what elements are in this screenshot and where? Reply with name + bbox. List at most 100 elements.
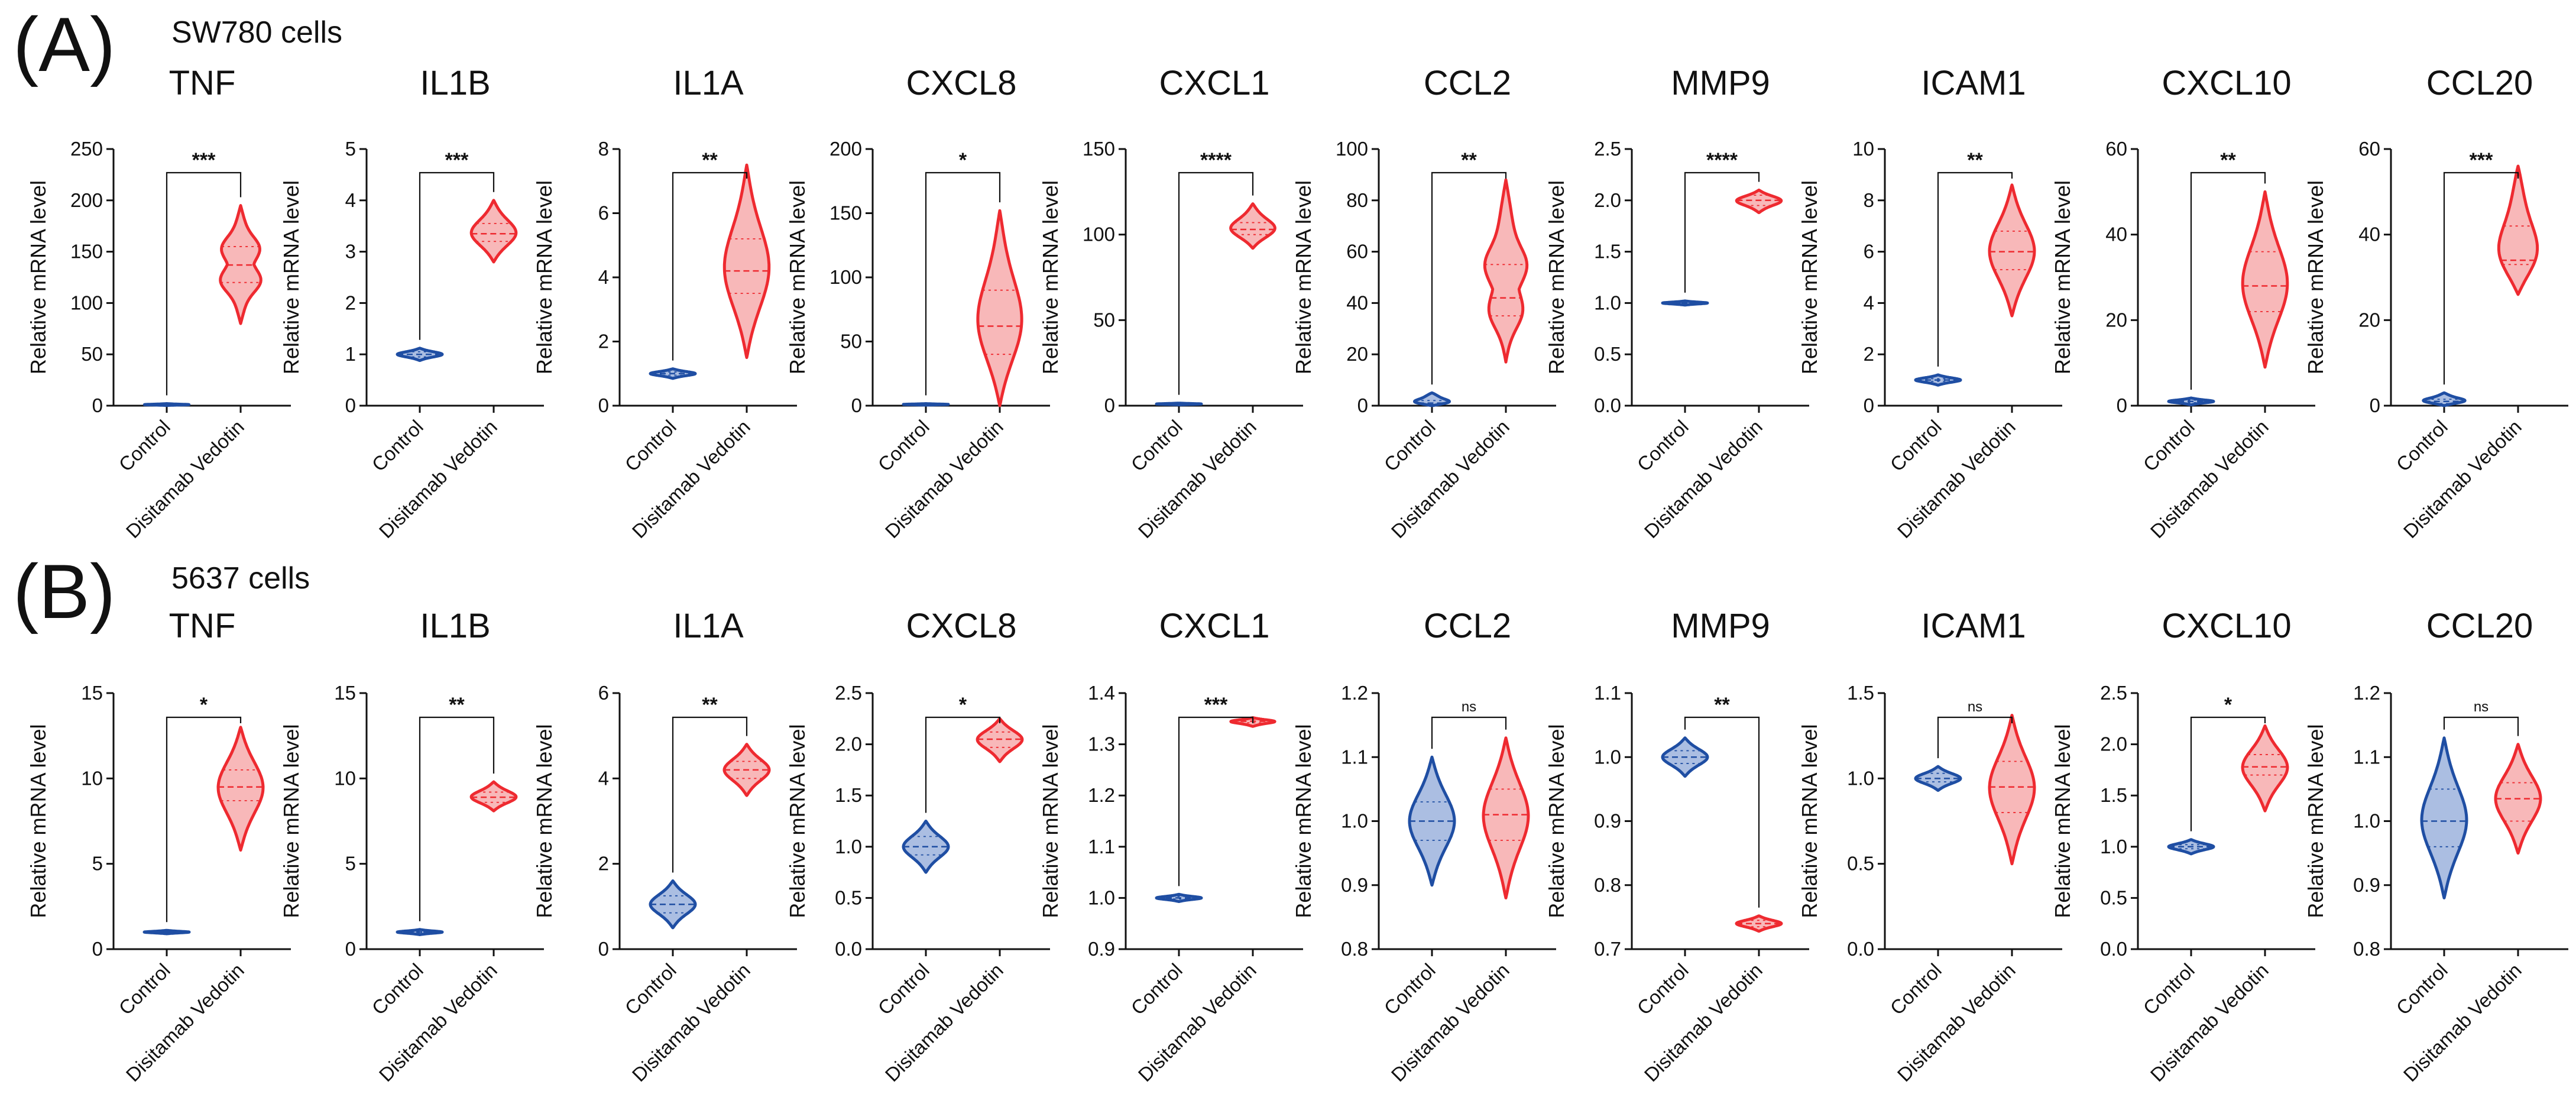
y-tick-label: 1.1 [1088,836,1115,857]
significance-label: * [959,694,967,716]
violin-treated [2241,724,2289,813]
significance-bracket [672,171,748,361]
x-tick-label: Control [1886,416,1946,475]
y-tick-label: 2.0 [835,733,862,755]
chart-title: ICAM1 [1921,607,2026,645]
y-axis-label: Relative mRNA level [279,724,303,918]
chart-ccl2: CCL2 Relative mRNA level 0.8 0.9 1.0 1.1 1.2 Co… [1291,607,1556,1086]
y-tick-label: 0.5 [1594,343,1621,365]
y-axis-label: Relative mRNA level [1797,724,1822,918]
chart-title: IL1B [420,607,490,645]
significance-bracket [672,716,748,873]
y-tick-label: 0 [345,394,356,416]
chart-title: ICAM1 [1921,64,2026,102]
significance-bracket [1178,171,1254,395]
significance-label: * [200,694,208,716]
significance-bracket [166,171,242,396]
cell-line-label: SW780 cells [171,15,342,50]
y-tick-label: 2.5 [2100,682,2127,704]
y-tick-label: 0 [598,938,609,960]
y-tick-label: 50 [81,343,103,365]
y-tick-label: 0 [92,394,103,416]
y-tick-label: 0.9 [1594,810,1621,832]
x-tick-label: Control [874,959,934,1019]
y-tick-label: 0.5 [2100,886,2127,908]
significance-label: ** [702,149,718,171]
violin-treated [976,717,1024,763]
y-tick-label: 6 [598,202,609,224]
y-tick-label: 4 [598,767,609,789]
x-tick-label: Control [368,959,427,1019]
y-axis-label: Relative mRNA level [1544,180,1569,374]
chart-tnf: TNF Relative mRNA level 0 50 100 150 200 250 Con… [26,64,291,542]
y-tick-label: 200 [829,138,862,160]
significance-label: * [959,149,967,171]
y-tick-label: 2.5 [835,682,862,704]
y-tick-label: 1.0 [2353,810,2380,832]
violin-treated [1735,188,1783,215]
violin-treated [1988,714,2036,866]
violin-treated [976,209,1023,407]
y-tick-label: 0.9 [2353,874,2380,896]
y-tick-label: 50 [840,331,862,352]
chart-title: TNF [169,64,236,102]
chart-cxcl1: CXCL1 Relative mRNA level 0.9 1.0 1.1 1.2 1.3 1… [1038,607,1303,1086]
chart-title: IL1A [673,607,744,645]
y-tick-label: 6 [1864,241,1874,263]
violin-treated [216,726,265,852]
significance-bracket [1684,171,1760,293]
y-tick-label: 0 [598,394,609,416]
y-tick-label: 4 [345,189,356,211]
significance-label: *** [2470,149,2493,171]
y-axis-label: Relative mRNA level [1291,180,1315,374]
y-tick-label: 2 [598,331,609,352]
y-tick-label: 6 [598,682,609,704]
y-tick-label: 1.0 [1341,810,1368,832]
chart-ccl2: CCL2 Relative mRNA level 0 20 40 60 80 100 Contr… [1291,64,1556,542]
y-axis-label: Relative mRNA level [785,180,809,374]
y-tick-label: 40 [2105,224,2127,245]
y-tick-label: 60 [2358,138,2380,160]
violin-treated [2497,164,2539,296]
y-axis-label: Relative mRNA level [26,180,50,374]
y-tick-label: 20 [2358,309,2380,331]
x-tick-label: Control [2139,416,2199,475]
x-tick-label: Control [621,416,681,475]
y-tick-label: 1 [345,343,356,365]
significance-label: ns [1462,699,1476,715]
y-tick-label: 20 [2105,309,2127,331]
y-axis-label: Relative mRNA level [532,724,556,918]
y-tick-label: 1.0 [1594,746,1621,768]
x-tick-label: Control [1633,416,1693,475]
y-tick-label: 15 [81,682,103,704]
y-tick-label: 1.5 [835,784,862,806]
y-tick-label: 0 [1357,394,1368,416]
violin-treated [469,199,518,264]
y-tick-label: 0.0 [1847,938,1874,960]
y-tick-label: 1.5 [1847,682,1874,704]
y-tick-label: 1.2 [1088,784,1115,806]
y-axis-label: Relative mRNA level [1291,724,1315,918]
significance-bracket [1937,171,2013,367]
y-tick-label: 4 [598,266,609,288]
y-tick-label: 100 [1336,138,1368,160]
y-tick-label: 1.2 [2353,682,2380,704]
y-tick-label: 0.5 [1847,853,1874,875]
y-tick-label: 40 [1346,292,1368,313]
significance-bracket [2190,716,2266,831]
x-tick-label: Control [115,416,174,475]
significance-bracket [1684,716,1760,908]
chart-title: CCL20 [2426,64,2533,102]
y-tick-label: 10 [1852,138,1874,160]
y-tick-label: 200 [70,189,103,211]
chart-cxcl1: CXCL1 Relative mRNA level 0 50 100 150 Control… [1038,64,1303,542]
y-tick-label: 1.1 [1341,746,1368,768]
y-axis-label: Relative mRNA level [2050,724,2075,918]
significance-bracket [166,716,242,923]
y-tick-label: 15 [334,682,356,704]
